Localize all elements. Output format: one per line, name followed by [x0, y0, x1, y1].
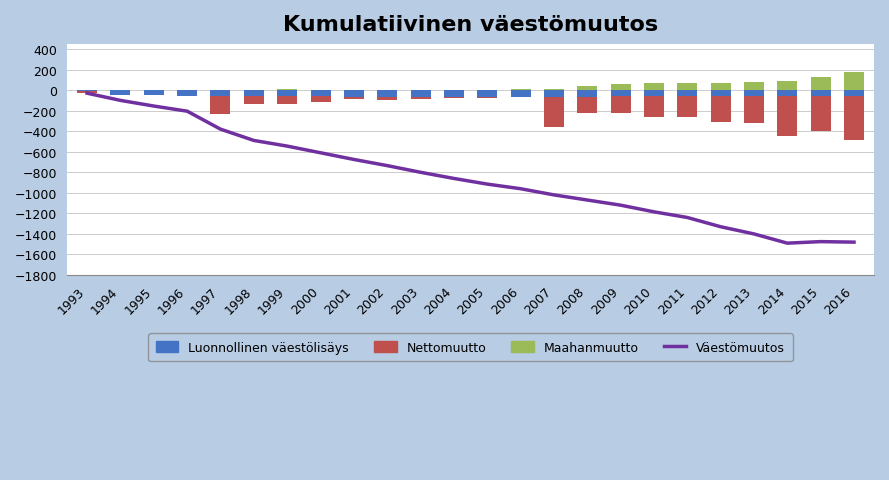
- Bar: [377, 91, 397, 97]
- Bar: [477, 97, 497, 98]
- Bar: [744, 91, 764, 96]
- Bar: [310, 91, 331, 97]
- Bar: [277, 89, 297, 91]
- Bar: [411, 91, 430, 97]
- Bar: [310, 97, 331, 103]
- Bar: [77, 92, 97, 94]
- Bar: [644, 84, 664, 91]
- Bar: [844, 73, 864, 91]
- Bar: [277, 96, 297, 105]
- Bar: [277, 91, 297, 96]
- Bar: [811, 91, 830, 96]
- Bar: [411, 97, 430, 100]
- Bar: [577, 97, 597, 114]
- Bar: [244, 96, 264, 105]
- Bar: [710, 96, 731, 123]
- Bar: [444, 97, 464, 99]
- Bar: [544, 97, 564, 127]
- Bar: [744, 96, 764, 124]
- Bar: [744, 83, 764, 91]
- Bar: [377, 97, 397, 101]
- Title: Kumulatiivinen väestömuutos: Kumulatiivinen väestömuutos: [283, 15, 658, 35]
- Bar: [644, 97, 664, 118]
- Bar: [611, 91, 630, 97]
- Bar: [444, 91, 464, 97]
- Legend: Luonnollinen väestölisäys, Nettomuutto, Maahanmuutto, Väestömuutos: Luonnollinen väestölisäys, Nettomuutto, …: [148, 334, 793, 361]
- Bar: [144, 91, 164, 96]
- Bar: [344, 91, 364, 97]
- Bar: [777, 96, 797, 136]
- Bar: [510, 97, 531, 98]
- Bar: [844, 96, 864, 141]
- Bar: [777, 91, 797, 96]
- Bar: [777, 82, 797, 91]
- Bar: [77, 91, 97, 94]
- Bar: [811, 96, 830, 132]
- Bar: [110, 91, 131, 96]
- Bar: [344, 97, 364, 100]
- Bar: [611, 85, 630, 91]
- Bar: [477, 91, 497, 97]
- Bar: [510, 91, 531, 97]
- Bar: [177, 91, 197, 96]
- Bar: [710, 84, 731, 91]
- Bar: [677, 91, 697, 97]
- Bar: [244, 91, 264, 96]
- Bar: [211, 96, 230, 115]
- Bar: [577, 91, 597, 97]
- Bar: [677, 97, 697, 118]
- Bar: [677, 84, 697, 91]
- Bar: [611, 97, 630, 113]
- Bar: [644, 91, 664, 97]
- Bar: [844, 91, 864, 96]
- Bar: [510, 90, 531, 91]
- Bar: [577, 87, 597, 91]
- Bar: [544, 91, 564, 97]
- Bar: [811, 78, 830, 91]
- Bar: [710, 91, 731, 96]
- Bar: [211, 91, 230, 96]
- Bar: [544, 89, 564, 91]
